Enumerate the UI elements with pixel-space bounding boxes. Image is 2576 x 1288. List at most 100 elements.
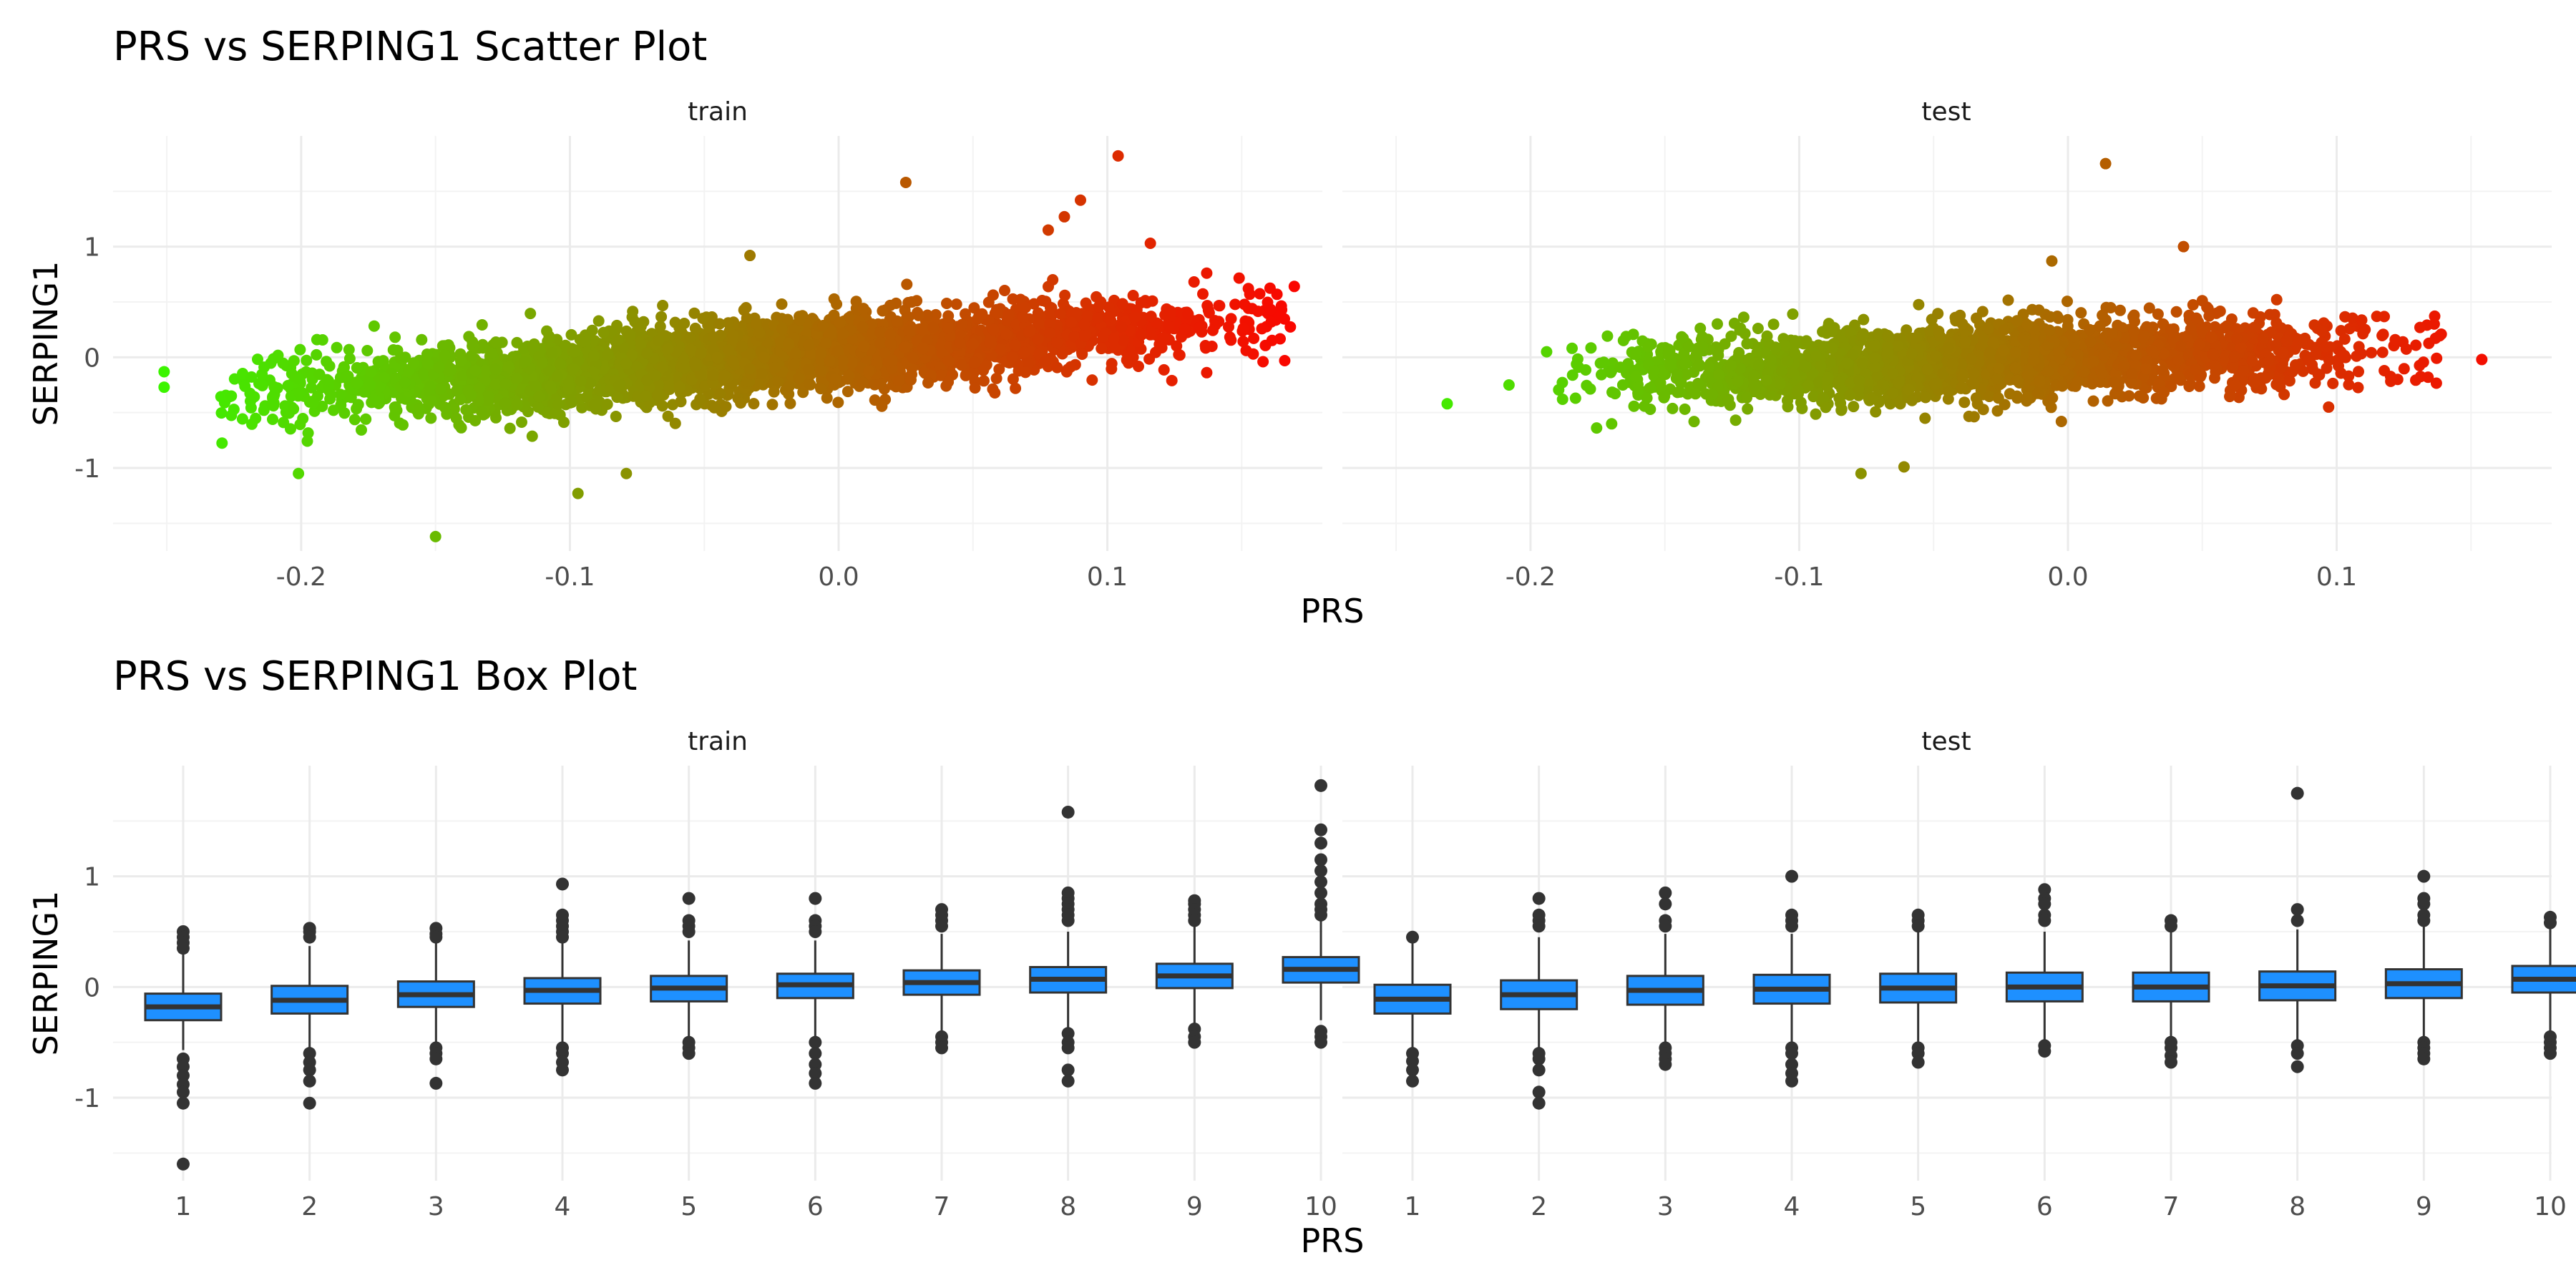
data-point bbox=[708, 401, 721, 414]
data-point bbox=[654, 321, 666, 333]
data-point bbox=[365, 366, 377, 378]
data-point bbox=[321, 374, 333, 386]
data-point bbox=[769, 361, 781, 374]
data-point bbox=[584, 377, 596, 389]
data-point bbox=[652, 380, 664, 392]
data-point bbox=[429, 530, 441, 542]
data-point bbox=[533, 391, 545, 403]
data-point bbox=[239, 380, 251, 392]
data-point bbox=[1279, 313, 1290, 325]
data-point bbox=[543, 331, 555, 343]
data-point bbox=[1020, 301, 1032, 313]
data-point bbox=[1157, 332, 1169, 344]
data-point bbox=[1144, 238, 1156, 250]
x-tick-label: -0.1 bbox=[545, 562, 595, 592]
data-point bbox=[316, 334, 328, 346]
data-point bbox=[1018, 346, 1030, 358]
data-point bbox=[1065, 316, 1078, 328]
data-point bbox=[832, 396, 844, 409]
data-point bbox=[518, 342, 530, 354]
data-point bbox=[1040, 356, 1052, 367]
data-point bbox=[601, 399, 613, 410]
data-point bbox=[2343, 379, 2355, 391]
data-point bbox=[245, 371, 258, 383]
data-point bbox=[662, 410, 674, 422]
data-point bbox=[1010, 382, 1022, 394]
data-point bbox=[293, 373, 305, 385]
data-point bbox=[1233, 272, 1245, 284]
data-point bbox=[439, 401, 451, 414]
data-point bbox=[361, 345, 374, 356]
data-point bbox=[1197, 288, 1209, 300]
data-point bbox=[1078, 318, 1091, 331]
data-point bbox=[891, 315, 903, 327]
data-point bbox=[454, 394, 467, 406]
data-point bbox=[1179, 323, 1191, 335]
data-point bbox=[1787, 308, 1799, 320]
data-point bbox=[1018, 311, 1030, 323]
data-point bbox=[903, 324, 915, 336]
data-point bbox=[678, 318, 691, 329]
data-point bbox=[863, 365, 875, 377]
data-point bbox=[857, 376, 869, 389]
data-point bbox=[669, 316, 681, 328]
data-point bbox=[653, 335, 665, 346]
data-point bbox=[425, 395, 437, 407]
data-point bbox=[1093, 301, 1105, 313]
data-point bbox=[1097, 331, 1109, 343]
data-point bbox=[399, 351, 411, 364]
data-point bbox=[1737, 311, 1750, 323]
data-point bbox=[906, 369, 917, 381]
data-point bbox=[1963, 410, 1975, 422]
data-point bbox=[1288, 280, 1300, 293]
data-point bbox=[569, 346, 581, 358]
data-point bbox=[1127, 290, 1139, 301]
data-point bbox=[1079, 330, 1091, 342]
data-point bbox=[215, 391, 227, 403]
data-point bbox=[899, 341, 911, 353]
data-point bbox=[758, 351, 771, 364]
data-point bbox=[503, 361, 515, 373]
data-point bbox=[1848, 401, 1860, 413]
data-point bbox=[766, 399, 779, 411]
data-point bbox=[640, 390, 652, 402]
data-point bbox=[1092, 312, 1104, 324]
data-point bbox=[1199, 340, 1211, 351]
data-point bbox=[941, 298, 952, 309]
data-point bbox=[374, 381, 386, 393]
data-point bbox=[499, 397, 512, 409]
data-point bbox=[237, 368, 249, 379]
data-point bbox=[2338, 333, 2351, 345]
data-point bbox=[793, 372, 805, 384]
data-point bbox=[499, 378, 512, 390]
data-point bbox=[1679, 357, 1692, 369]
data-point bbox=[942, 322, 954, 334]
data-point bbox=[991, 308, 1003, 320]
data-point bbox=[1058, 210, 1070, 223]
data-point bbox=[1598, 356, 1610, 369]
data-point bbox=[2129, 316, 2140, 328]
data-point bbox=[2087, 395, 2099, 407]
data-point bbox=[1201, 267, 1213, 279]
data-point bbox=[718, 369, 731, 381]
data-point bbox=[369, 394, 381, 406]
data-point bbox=[2431, 352, 2443, 364]
data-point bbox=[741, 312, 753, 324]
data-point bbox=[297, 413, 309, 424]
data-point bbox=[1188, 276, 1200, 288]
data-point bbox=[1051, 337, 1063, 349]
data-point bbox=[1835, 403, 1848, 415]
data-point bbox=[720, 401, 732, 413]
data-point bbox=[457, 370, 469, 382]
data-point bbox=[2002, 294, 2014, 306]
data-point bbox=[1146, 295, 1158, 307]
data-point bbox=[1722, 394, 1735, 405]
data-point bbox=[328, 404, 340, 416]
data-point bbox=[686, 374, 698, 386]
data-point bbox=[465, 389, 477, 401]
data-point bbox=[215, 407, 228, 419]
data-point bbox=[293, 467, 305, 479]
data-point bbox=[479, 364, 492, 376]
data-point bbox=[1601, 330, 1614, 342]
